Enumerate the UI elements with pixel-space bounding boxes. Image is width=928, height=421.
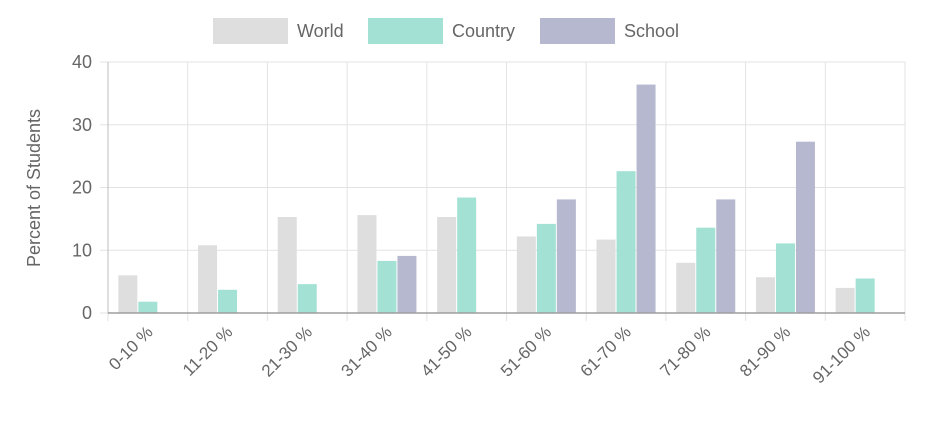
y-tick-label: 40: [72, 52, 92, 72]
bar-country-0: [138, 301, 158, 313]
bar-school-6: [636, 84, 656, 313]
legend-label-country: Country: [452, 21, 515, 41]
bar-school-7: [716, 199, 736, 313]
bar-world-2: [277, 216, 297, 313]
legend-label-school: School: [624, 21, 679, 41]
bar-country-1: [218, 289, 238, 313]
legend-label-world: World: [297, 21, 344, 41]
y-tick-label: 10: [72, 240, 92, 260]
bar-country-7: [696, 227, 716, 313]
bar-country-8: [775, 243, 795, 313]
bar-country-9: [855, 278, 875, 313]
x-tick-label: 21-30 %: [258, 322, 316, 380]
x-tick-label: 51-60 %: [497, 322, 555, 380]
legend-swatch-country: [368, 18, 443, 44]
legend-swatch-school: [540, 18, 615, 44]
bar-school-8: [795, 141, 815, 313]
x-tick-label: 11-20 %: [179, 322, 236, 379]
y-tick-label: 30: [72, 115, 92, 135]
bar-country-5: [536, 223, 556, 313]
x-tick-label: 81-90 %: [736, 322, 794, 380]
x-tick-labels: 0-10 % 11-20 % 21-30 % 31-40 % 41-50 % 51-60 …: [105, 322, 874, 387]
bar-country-3: [377, 260, 397, 313]
x-tick-label: 41-50 %: [417, 322, 475, 380]
bar-world-9: [835, 287, 855, 313]
bar-world-3: [357, 215, 377, 313]
bar-country-6: [616, 171, 636, 313]
bar-world-1: [198, 245, 218, 313]
bar-world-0: [118, 275, 138, 313]
bar-world-4: [437, 216, 457, 313]
bar-world-8: [755, 277, 775, 313]
y-tick-labels: 0 10 20 30 40: [72, 52, 92, 323]
axes: [107, 62, 905, 314]
x-tick-label: 31-40 %: [338, 322, 396, 380]
bars: [118, 84, 875, 313]
x-tick-label: 0-10 %: [105, 322, 157, 374]
x-tick-label: 91-100 %: [809, 322, 874, 387]
bar-world-6: [596, 239, 616, 313]
bar-country-2: [297, 284, 317, 313]
y-tick-label: 0: [82, 303, 92, 323]
bar-school-3: [397, 255, 417, 313]
x-tick-label: 61-70 %: [577, 322, 635, 380]
bar-school-5: [556, 199, 576, 313]
bar-world-7: [676, 262, 696, 313]
bar-world-5: [516, 236, 536, 313]
x-tick-label: 71-80 %: [656, 322, 714, 380]
bar-country-4: [457, 197, 477, 313]
legend-swatch-world: [213, 18, 288, 44]
legend: World Country School: [213, 18, 679, 44]
y-tick-label: 20: [72, 178, 92, 198]
y-axis-title: Percent of Students: [24, 109, 44, 267]
